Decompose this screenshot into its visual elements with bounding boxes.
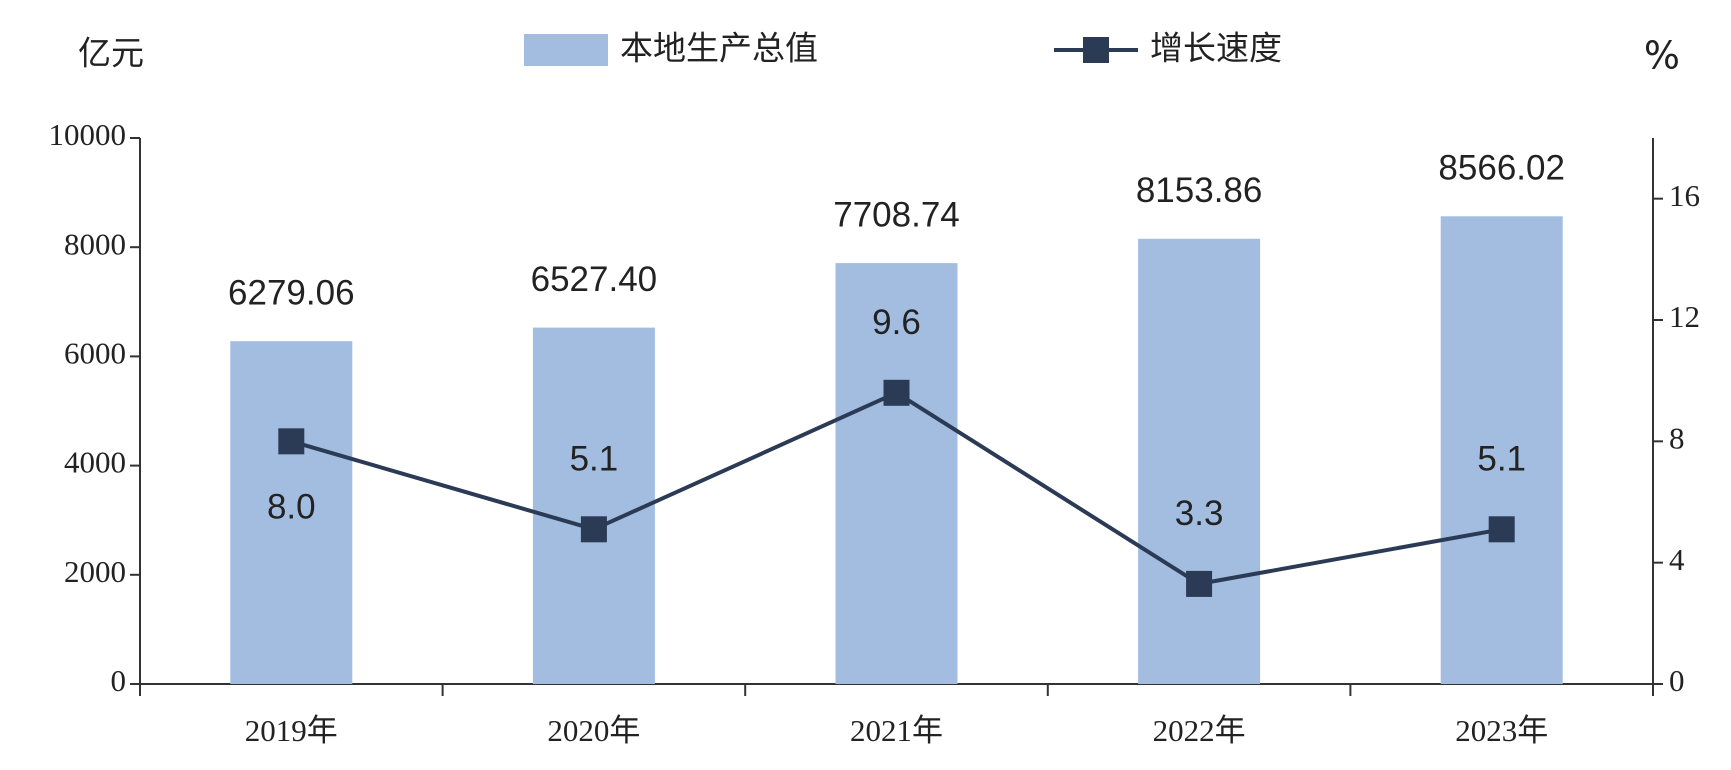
x-tick-label: 2022年: [1153, 713, 1246, 748]
y-axis-label: 亿元: [78, 34, 144, 73]
legend-label: 增长速度: [1150, 29, 1282, 68]
bar-value-label: 6527.40: [531, 260, 658, 299]
line-value-label: 3.3: [1175, 494, 1224, 533]
line-marker: [1488, 516, 1515, 543]
y2-axis-label: %: [1644, 34, 1680, 78]
x-tick-label: 2021年: [850, 713, 943, 748]
line-value-label: 8.0: [267, 488, 316, 527]
line-value-label: 5.1: [570, 440, 619, 479]
y-tick-label: 6000: [64, 336, 126, 371]
legend-label: 本地生产总值: [620, 29, 818, 68]
y2-tick-label: 4: [1669, 542, 1685, 577]
y-tick-label: 10000: [49, 117, 127, 152]
bar-value-label: 8153.86: [1136, 171, 1263, 210]
y-tick-label: 4000: [64, 445, 126, 480]
y2-tick-label: 0: [1669, 663, 1685, 698]
x-tick-label: 2020年: [547, 713, 640, 748]
bar: [1138, 238, 1261, 684]
y2-tick-label: 16: [1669, 178, 1700, 213]
bar: [1440, 216, 1563, 685]
bar: [532, 327, 655, 684]
legend-swatch: [524, 34, 608, 66]
x-tick-label: 2023年: [1455, 713, 1548, 748]
line-marker: [1186, 570, 1213, 597]
y-tick-label: 0: [111, 663, 127, 698]
bar-value-label: 7708.74: [833, 195, 960, 234]
line-marker: [883, 379, 910, 406]
x-tick-label: 2019年: [245, 713, 338, 748]
y-tick-label: 2000: [64, 554, 126, 589]
line-value-label: 9.6: [872, 303, 921, 342]
line-marker: [580, 516, 607, 543]
line-value-label: 5.1: [1477, 440, 1526, 479]
bar: [230, 341, 353, 684]
bar-value-label: 6279.06: [228, 273, 355, 312]
line-marker: [278, 428, 305, 455]
y-tick-label: 8000: [64, 226, 126, 261]
bar: [835, 263, 958, 684]
y2-tick-label: 8: [1669, 420, 1685, 455]
bar-value-label: 8566.02: [1438, 149, 1565, 188]
legend-swatch: [1083, 37, 1109, 63]
y2-tick-label: 12: [1669, 299, 1700, 334]
